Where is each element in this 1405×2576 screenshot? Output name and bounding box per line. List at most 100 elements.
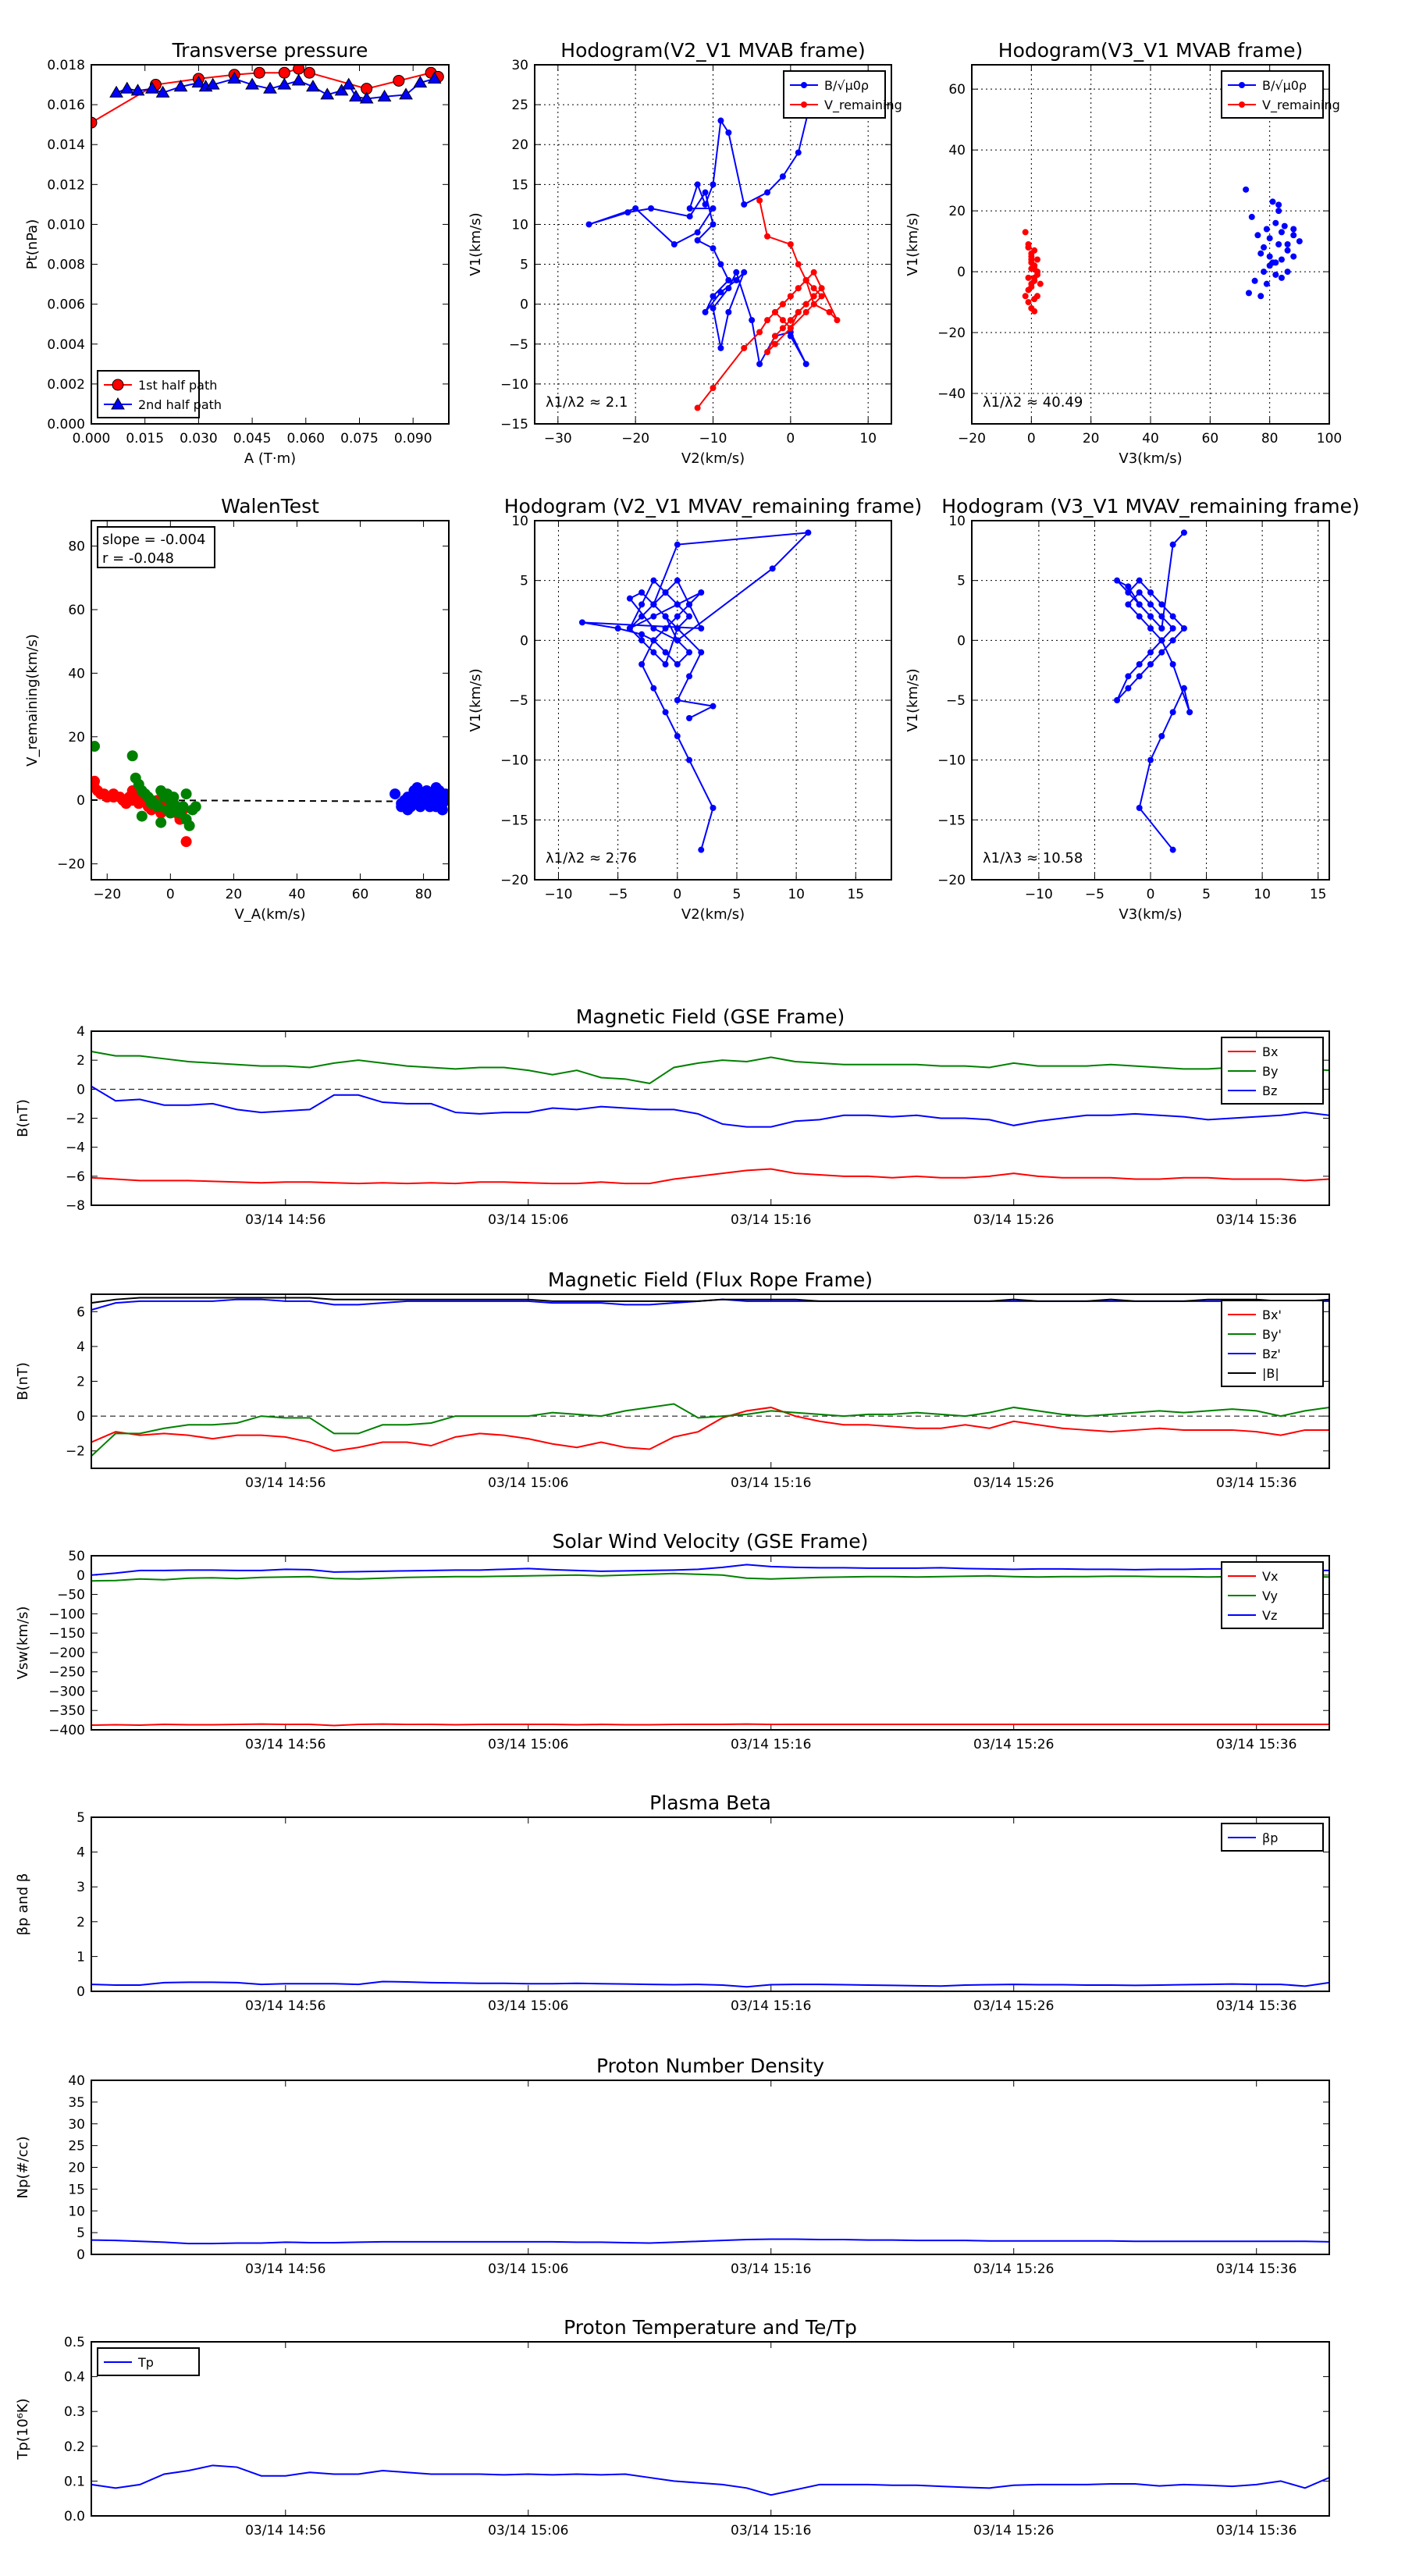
data-point [1125, 589, 1132, 596]
data-point [662, 709, 669, 716]
data-point [359, 91, 374, 104]
data-point [1257, 250, 1264, 257]
x-tick-label: −10 [545, 887, 573, 902]
y-tick-label: 50 [68, 1549, 85, 1564]
data-point [741, 344, 748, 351]
data-point [126, 750, 138, 762]
data-point [698, 649, 705, 656]
chart-title: Magnetic Field (Flux Rope Frame) [548, 1268, 873, 1291]
y-tick-label: −8 [66, 1198, 85, 1214]
data-point [702, 201, 709, 208]
eigenvalue-ratio: λ1/λ2 ≈ 2.1 [546, 394, 628, 411]
y-tick-label: −15 [500, 813, 528, 828]
data-point [1257, 293, 1264, 300]
legend-label: Bz [1262, 1083, 1277, 1098]
data-point [1169, 541, 1176, 548]
data-point [277, 77, 292, 90]
data-point [686, 715, 693, 721]
x-tick-label: −10 [699, 431, 727, 447]
plasma-beta-chart: 03/14 14:56 03/14 15:06 03/14 15:16 03/14 1… [15, 1791, 1330, 2014]
x-tick-label: 03/14 14:56 [245, 2261, 325, 2277]
data-point [1147, 625, 1154, 632]
data-point [795, 149, 802, 156]
y-tick-label: −2 [66, 1444, 85, 1460]
y-axis-label: B(nT) [15, 1362, 31, 1400]
y-tick-label: 2 [76, 1053, 85, 1069]
legend: Tp [97, 2347, 200, 2376]
transverse-pressure-chart: 0.000 0.015 0.030 0.045 0.060 0.075 0.090 0.000… [24, 39, 450, 467]
data-point [1147, 756, 1154, 763]
data-point [626, 625, 633, 632]
data-point [802, 308, 809, 315]
x-tick-label: 03/14 15:16 [731, 1475, 811, 1491]
series-tp-line [91, 2464, 1329, 2496]
plot-area [1022, 186, 1303, 315]
x-tick-label: 03/14 15:06 [488, 2523, 568, 2539]
x-tick-label: −20 [93, 887, 121, 902]
data-point [245, 77, 259, 90]
data-point [694, 404, 701, 411]
x-tick-label: 0 [1147, 887, 1155, 902]
axes-frame [91, 1555, 1330, 1731]
x-tick-label: 03/14 15:06 [488, 1475, 568, 1491]
data-point [1136, 589, 1143, 596]
data-point [818, 285, 825, 292]
y-tick-label: 20 [68, 2161, 85, 2176]
data-point [710, 805, 717, 811]
data-point [1158, 649, 1165, 656]
data-point [614, 625, 621, 632]
data-point [662, 613, 669, 620]
y-axis-label: V_remaining(km/s) [24, 634, 41, 767]
x-tick-label: 03/14 15:36 [1216, 1998, 1297, 2014]
y-tick-label: 40 [68, 2073, 85, 2089]
legend: Bx By Bz [1221, 1037, 1324, 1105]
y-tick-label: 0 [76, 1409, 85, 1425]
chart-title: WalenTest [221, 495, 319, 518]
legend-marker [1239, 101, 1245, 108]
legend-label: 1st half path [138, 378, 217, 393]
data-point [779, 301, 786, 308]
chart-title: Hodogram (V3_V1 MVAV_remaining frame) [941, 495, 1360, 518]
x-tick-label: 03/14 15:06 [488, 1737, 568, 1752]
y-tick-label: 0 [76, 793, 85, 809]
data-point [710, 293, 717, 300]
data-point [787, 293, 794, 300]
x-tick-label: −5 [1085, 887, 1104, 902]
y-tick-label: −20 [500, 873, 528, 888]
y-tick-label: 5 [520, 258, 528, 273]
plot-area [91, 1297, 1329, 1457]
legend: B/√μ0ρ V_remaining [783, 70, 902, 119]
series-bz-line [91, 1085, 1329, 1128]
hodogram-v2v1-mvab-chart: −30 −20 −10 0 10 −15 −10 −5 0 5 10 15 20 25 30 Hodogram… [468, 39, 902, 467]
x-tick-label: 03/14 14:56 [245, 1212, 325, 1228]
y-tick-label: −200 [48, 1646, 85, 1661]
data-point [749, 317, 756, 324]
data-point [771, 333, 778, 340]
data-point [638, 637, 646, 644]
y-tick-label: −5 [946, 693, 966, 709]
x-tick-label: 5 [1202, 887, 1211, 902]
x-axis-label: A (T·m) [244, 450, 296, 467]
data-point [1022, 293, 1029, 300]
y-tick-label: −10 [500, 377, 528, 393]
y-tick-label: 0.2 [64, 2439, 85, 2455]
data-point [1261, 244, 1268, 251]
magnetic-field-flux-rope-chart: 03/14 14:56 03/14 15:06 03/14 15:16 03/14 1… [15, 1268, 1330, 1491]
series-p-line [91, 1980, 1329, 1988]
data-point [686, 756, 693, 763]
data-point [632, 205, 639, 212]
y-tick-label: 0 [957, 633, 966, 649]
x-tick-label: 03/14 15:36 [1216, 1475, 1297, 1491]
legend: Vx Vy Vz [1221, 1561, 1324, 1629]
series-bx-line [91, 1406, 1329, 1452]
y-tick-label: 20 [68, 730, 85, 745]
y-tick-label: 0.012 [47, 177, 85, 193]
data-point [650, 649, 657, 656]
data-point [411, 781, 423, 793]
legend-label: V_remaining [1262, 98, 1340, 113]
slope-label: slope = -0.004 [102, 532, 205, 548]
data-point [826, 308, 833, 315]
y-tick-label: −15 [500, 417, 528, 432]
x-tick-label: 0.030 [180, 431, 218, 447]
legend: Bx' By' Bz' |B| [1221, 1300, 1324, 1387]
